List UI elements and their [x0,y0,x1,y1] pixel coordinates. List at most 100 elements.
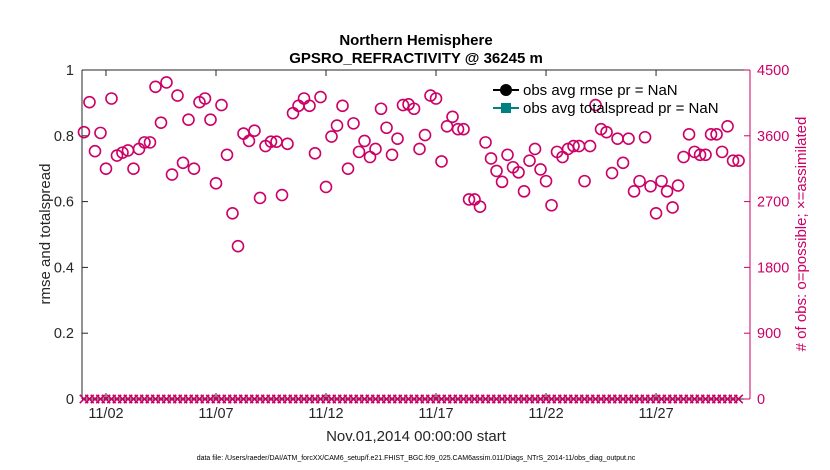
legend-totalspread-label: obs avg totalspread pr = NaN [523,100,719,117]
possible-obs-marker [127,162,140,175]
possible-obs-marker [528,142,542,156]
possible-obs-marker [633,174,646,188]
possible-obs-marker [215,98,228,112]
right-tick-label: 3600 [757,129,789,145]
possible-obs-marker [490,164,503,178]
possible-obs-marker [545,198,558,212]
left-tick-label: 0.6 [54,195,74,211]
right-axis-label: # of obs: o=possible; ×=assimilated [793,117,810,352]
possible-obs-marker [187,162,201,175]
possible-obs-marker [429,92,443,105]
legend-entry-totalspread: obs avg totalspread pr = NaN [493,100,719,117]
possible-obs-marker [242,134,256,148]
possible-obs-marker [539,174,553,188]
possible-obs-marker [721,120,734,133]
possible-obs-marker [182,113,195,127]
possible-obs-marker [171,89,184,102]
right-tick-label: 0 [757,392,765,408]
possible-obs-marker [358,134,371,148]
possible-obs-marker [682,128,696,141]
possible-obs-marker [204,113,217,127]
possible-obs-marker [165,168,179,181]
x-tick-label: 11/22 [528,406,563,422]
possible-obs-marker [616,156,630,170]
footer-data-file: data file: /Users/raeder/DAI/ATM_forcXX/… [197,455,636,462]
possible-obs-marker [638,130,652,144]
possible-obs-marker [462,193,476,206]
possible-obs-marker [732,154,745,167]
possible-obs-marker [512,166,525,179]
possible-obs-marker [248,124,261,137]
possible-obs-series [77,76,745,253]
right-tick-label: 2700 [757,195,789,211]
possible-obs-marker [88,144,102,158]
right-tick-label: 4500 [757,63,789,79]
possible-obs-marker [677,150,690,164]
possible-obs-marker [160,76,173,89]
possible-obs-marker [314,90,327,104]
possible-obs-marker [341,162,355,175]
possible-obs-marker [281,137,294,151]
possible-obs-marker [484,152,498,165]
possible-obs-marker [715,145,729,159]
possible-obs-marker [253,191,267,205]
possible-obs-marker [699,148,712,162]
possible-obs-marker [413,142,426,156]
possible-obs-marker [600,125,613,139]
left-tick-label: 1 [66,63,74,79]
possible-obs-marker [473,200,487,214]
x-tick-label: 11/12 [308,406,343,422]
possible-obs-marker [83,95,96,109]
possible-obs-marker [308,147,322,160]
left-tick-label: 0 [66,392,74,408]
right-tick-label: 1800 [757,260,789,276]
left-tick-label: 0.8 [54,129,74,145]
chart-title-line-2: GPSRO_REFRACTIVITY @ 36245 m [289,50,543,67]
possible-obs-marker [583,139,597,153]
possible-obs-marker [116,146,129,159]
possible-obs-marker [369,142,382,156]
x-tick-label: 11/27 [638,406,673,422]
possible-obs-marker [517,185,531,198]
possible-obs-marker [275,188,289,202]
legend: obs avg rmse pr = NaN obs avg totalsprea… [493,82,719,117]
possible-obs-marker [534,163,547,176]
legend-rmse-label: obs avg rmse pr = NaN [523,82,678,99]
possible-obs-marker [523,154,536,167]
possible-obs-marker [407,102,421,116]
possible-obs-marker [264,135,278,148]
possible-obs-marker [105,92,118,105]
legend-rmse-marker [500,84,512,96]
possible-obs-marker [209,177,223,190]
possible-obs-marker [418,128,432,142]
left-tick-label: 0.2 [54,326,74,342]
possible-obs-marker [330,119,344,132]
possible-obs-marker [396,98,410,112]
left-tick-label: 0.4 [54,260,74,276]
possible-obs-marker [660,185,674,198]
possible-obs-marker [325,130,338,143]
right-tick-label: 900 [757,326,781,342]
possible-obs-marker [495,175,509,189]
x-tick-label: 11/02 [88,406,123,422]
possible-obs-marker [627,185,641,198]
possible-obs-marker [622,132,635,146]
possible-obs-marker [605,166,619,180]
assimilated-obs-series [79,394,744,404]
possible-obs-marker [303,99,316,113]
left-y-axis: 0 0.2 0.4 0.6 0.8 1 [54,63,88,408]
possible-obs-marker [220,148,234,162]
possible-obs-marker [435,155,448,168]
possible-obs-marker [138,136,151,149]
possible-obs-marker [655,174,668,188]
chart-title-line-1: Northern Hemisphere [339,32,492,49]
possible-obs-marker [501,148,514,162]
possible-obs-marker [319,180,333,194]
possible-obs-marker [231,239,245,253]
possible-obs-marker [99,162,113,175]
possible-obs-marker [198,92,212,105]
possible-obs-marker [726,154,740,167]
possible-obs-marker [154,116,168,129]
possible-obs-marker [94,126,107,140]
